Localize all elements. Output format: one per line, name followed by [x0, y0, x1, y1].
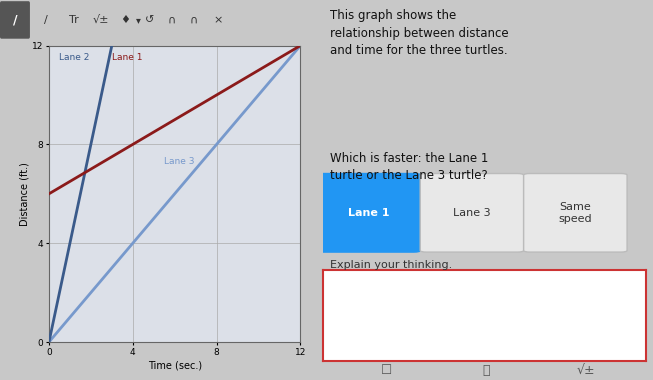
Text: Lane 1: Lane 1: [348, 208, 389, 218]
Text: Which is faster: the Lane 1
turtle or the Lane 3 turtle?: Which is faster: the Lane 1 turtle or th…: [330, 152, 488, 182]
Text: Same
speed: Same speed: [558, 202, 592, 223]
Text: ↺: ↺: [145, 15, 154, 25]
Text: ♦: ♦: [120, 15, 130, 25]
Text: Lane 3: Lane 3: [164, 157, 195, 166]
Text: /: /: [44, 15, 48, 25]
Text: Tr: Tr: [69, 15, 78, 25]
FancyBboxPatch shape: [0, 1, 30, 39]
Text: Lane 3: Lane 3: [453, 208, 491, 218]
Text: ∩: ∩: [167, 15, 176, 25]
Text: Lane 1: Lane 1: [112, 54, 142, 62]
Text: This graph shows the
relationship between distance
and time for the three turtle: This graph shows the relationship betwee…: [330, 10, 509, 57]
Text: √±: √±: [93, 15, 109, 25]
Text: Lane 2: Lane 2: [59, 54, 90, 62]
Text: ⤓: ⤓: [483, 364, 490, 377]
Text: ▾: ▾: [136, 15, 141, 25]
Text: √±: √±: [577, 364, 596, 377]
X-axis label: Time (sec.): Time (sec.): [148, 361, 202, 371]
Text: Explain your thinking.: Explain your thinking.: [330, 260, 452, 270]
Y-axis label: Distance (ft.): Distance (ft.): [20, 162, 29, 226]
Text: /: /: [12, 13, 17, 27]
Text: ☐: ☐: [381, 364, 392, 377]
FancyBboxPatch shape: [421, 174, 524, 252]
FancyBboxPatch shape: [317, 174, 421, 252]
Text: ∩: ∩: [189, 15, 197, 25]
Text: ×: ×: [213, 15, 223, 25]
FancyBboxPatch shape: [524, 174, 627, 252]
